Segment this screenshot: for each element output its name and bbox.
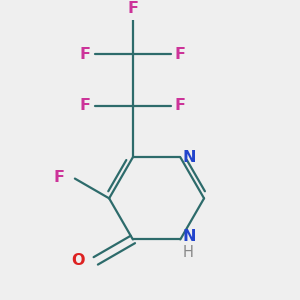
Text: N: N (182, 150, 196, 165)
Text: F: F (54, 170, 65, 185)
Text: N: N (182, 229, 196, 244)
Text: F: F (128, 1, 138, 16)
Text: F: F (80, 98, 91, 113)
Text: F: F (175, 47, 186, 62)
Text: F: F (80, 47, 91, 62)
Text: F: F (175, 98, 186, 113)
Text: H: H (182, 245, 193, 260)
Text: O: O (71, 254, 85, 268)
